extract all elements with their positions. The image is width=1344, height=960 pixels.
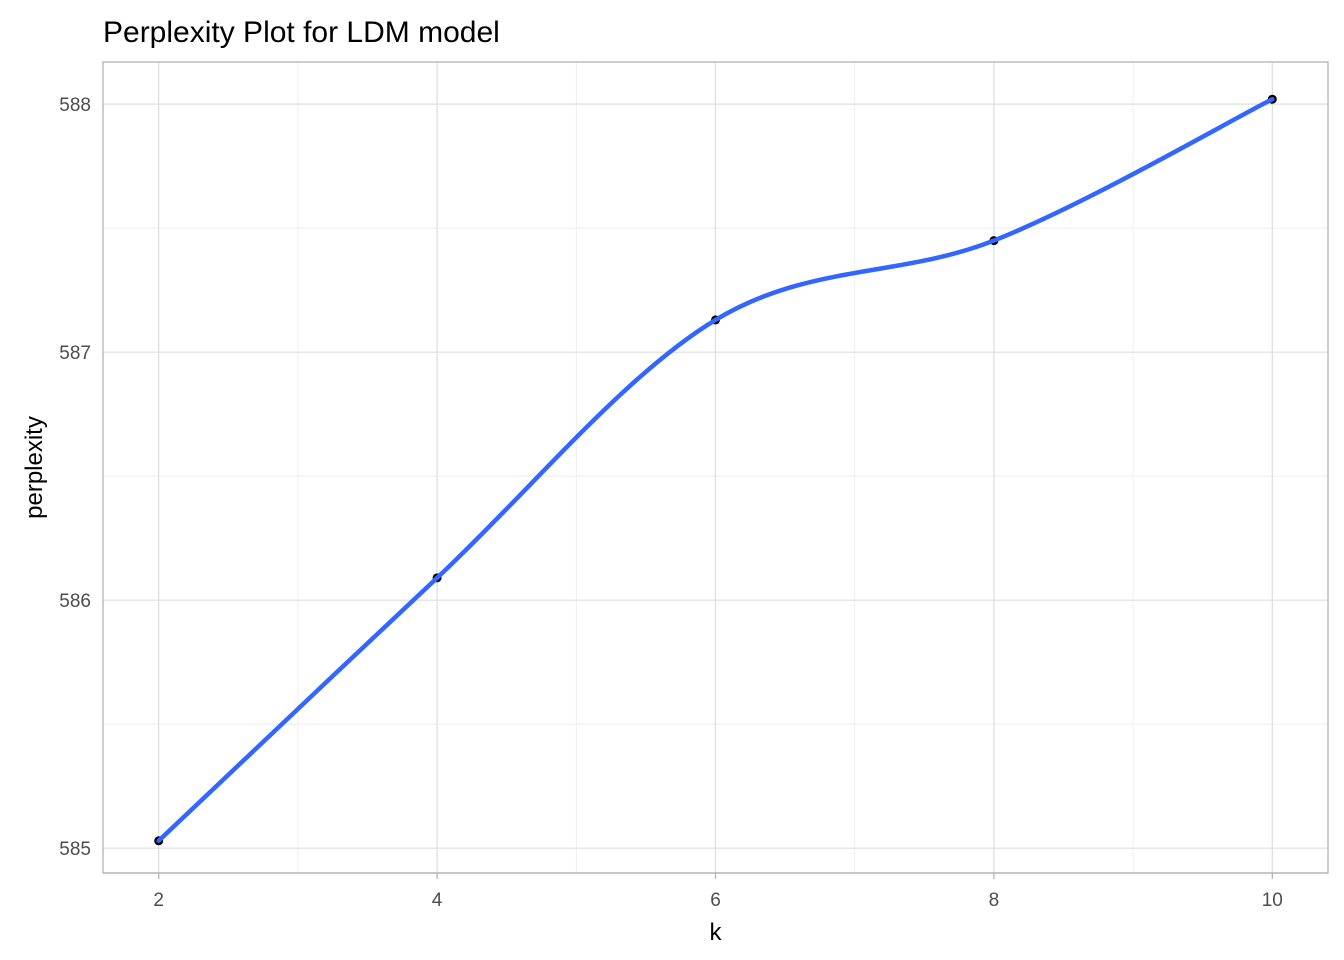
x-tick-label: 2 (153, 890, 164, 911)
x-tick-label: 10 (1262, 890, 1283, 911)
x-axis-title: k (710, 919, 723, 946)
axes: 2 4 6 8 10 585 586 587 588 (59, 95, 1328, 911)
y-tick-label: 585 (59, 839, 91, 860)
grid-lines (103, 62, 1328, 873)
y-tick-label: 586 (59, 591, 91, 612)
x-tick-label: 8 (989, 890, 1000, 911)
y-tick-label: 588 (59, 95, 91, 116)
data-marks (154, 94, 1277, 846)
y-tick-label: 587 (59, 343, 91, 364)
chart-title: Perplexity Plot for LDM model (103, 16, 500, 49)
y-axis-title: perplexity (21, 416, 48, 519)
smooth-line (156, 96, 1275, 844)
x-tick-label: 4 (432, 890, 443, 911)
x-tick-label: 6 (710, 890, 721, 911)
